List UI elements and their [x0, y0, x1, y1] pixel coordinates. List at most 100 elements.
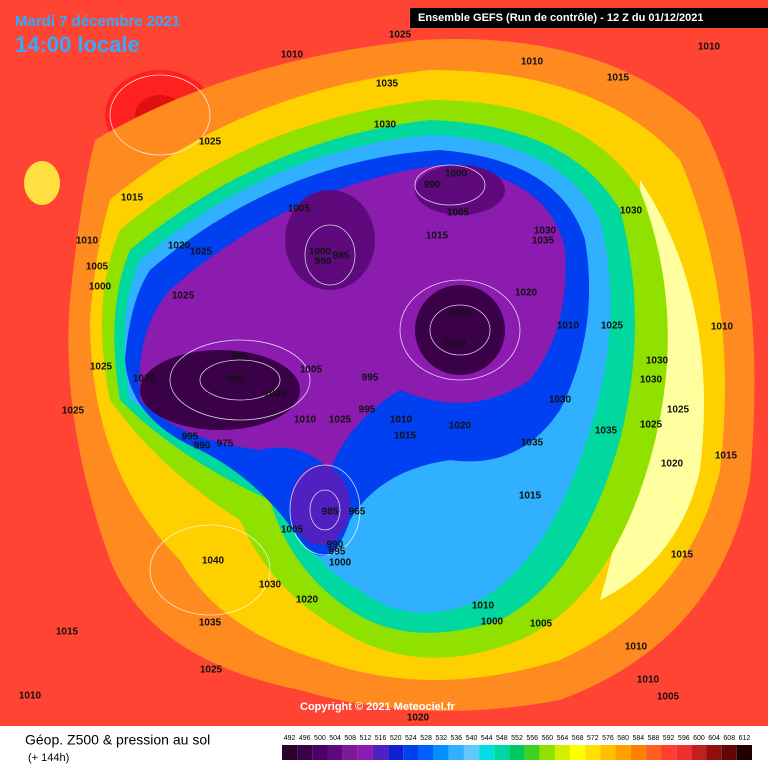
- isobar-label: 1000: [309, 247, 332, 258]
- isobar-label: 1020: [449, 421, 472, 432]
- isobar-label: 1000: [445, 169, 468, 180]
- isobar-label: 1010: [76, 236, 99, 247]
- isobar-label: 1030: [620, 206, 643, 217]
- scale-swatch: [630, 745, 646, 760]
- scale-swatch: [433, 745, 449, 760]
- isobar-label: 1010: [625, 642, 648, 653]
- isobar-label: 1010: [281, 50, 304, 61]
- isobar-label: 1010: [294, 415, 317, 426]
- scale-label: 504: [329, 735, 341, 742]
- scale-label: 584: [632, 735, 644, 742]
- copyright: Copyright © 2021 Meteociel.fr: [300, 701, 456, 713]
- isobar-label: 990: [194, 441, 211, 452]
- color-scale: 492 496 500 504 508 512 516 520 524 528 532 536 540 5…: [282, 735, 752, 760]
- scale-label: 572: [587, 735, 599, 742]
- scale-label: 568: [572, 735, 584, 742]
- isobar-label: 1015: [607, 73, 630, 84]
- scale-swatch: [297, 745, 313, 760]
- scale-swatch: [479, 745, 495, 760]
- isobar-label: 1025: [190, 247, 213, 258]
- scale-label: 604: [708, 735, 720, 742]
- isobar-label: 1015: [394, 431, 417, 442]
- scale-swatch: [539, 745, 555, 760]
- scale-label: 576: [602, 735, 614, 742]
- isobar-label: 1020: [407, 713, 430, 724]
- scale-swatch: [615, 745, 631, 760]
- scale-swatch: [418, 745, 434, 760]
- isobar-label: 1035: [532, 236, 555, 247]
- scale-label: 500: [314, 735, 326, 742]
- scale-swatch: [463, 745, 480, 760]
- isobar-label: 1035: [199, 618, 222, 629]
- scale-swatch: [676, 745, 692, 760]
- isobars: [109, 74, 521, 616]
- isobar-label: 1020: [661, 459, 684, 470]
- scale-swatch: [403, 745, 419, 760]
- scale-swatch: [570, 745, 586, 760]
- isobar-labels: 1025 1010 1035 1010 1015 1010 1030 1025 1015 1010…: [19, 30, 738, 724]
- isobar-label: 1015: [519, 491, 542, 502]
- scale-swatch: [448, 745, 464, 760]
- isobar-label: 1035: [376, 79, 399, 90]
- isobar-label: 1010: [390, 415, 413, 426]
- scale-label: 512: [360, 735, 372, 742]
- isobar-label: 1025: [172, 291, 195, 302]
- isobar-label: 965: [349, 507, 366, 518]
- isobar-label: 990: [424, 180, 441, 191]
- scale-swatch: [357, 745, 373, 760]
- isobar-label: 1025: [640, 420, 663, 431]
- isobar-label: 1005: [86, 262, 109, 273]
- isobar-label: 990: [327, 540, 344, 551]
- scale-swatch: [691, 745, 707, 760]
- isobar-label: 1005: [288, 204, 311, 215]
- isobar-label: 995: [329, 547, 346, 558]
- isobar-label: 1025: [329, 415, 352, 426]
- scale-swatch: [327, 745, 343, 760]
- isobar-label: 1025: [389, 30, 412, 41]
- scale-label: 528: [420, 735, 432, 742]
- scale-swatch: [342, 745, 358, 760]
- isobar-label: 1035: [595, 426, 618, 437]
- scale-swatch: [736, 745, 752, 760]
- isobar-label: 1030: [534, 226, 557, 237]
- scale-swatch: [524, 745, 540, 760]
- isobar-label: 985: [333, 251, 350, 262]
- scale-label: 548: [496, 735, 508, 742]
- scale-swatch: [661, 745, 677, 760]
- geopotential-fields: [24, 39, 755, 711]
- scale-label: 532: [435, 735, 447, 742]
- scale-label: 600: [693, 735, 705, 742]
- scale-swatch: [600, 745, 616, 760]
- scale-swatch: [494, 745, 510, 760]
- isobar-label: 1015: [56, 627, 79, 638]
- run-info: Ensemble GEFS (Run de contrôle) - 12 Z d…: [418, 12, 703, 24]
- isobar-label: 1015: [426, 231, 449, 242]
- scale-swatch: [645, 745, 662, 760]
- isobar-label: 1015: [671, 550, 694, 561]
- isobar-label: 1025: [199, 137, 222, 148]
- isobar-label: 975: [217, 439, 234, 450]
- isobar-label: 1000: [264, 389, 287, 400]
- scale-label: 516: [375, 735, 387, 742]
- scale-label: 524: [405, 735, 417, 742]
- scale-label: 552: [511, 735, 523, 742]
- isobar-label: 1020: [515, 288, 538, 299]
- isobar-label: 1025: [601, 321, 624, 332]
- scale-label: 536: [451, 735, 463, 742]
- isobar-label: 1020: [168, 241, 191, 252]
- isobar-label: 995: [359, 405, 376, 416]
- isobar-label: 1010: [472, 601, 495, 612]
- isobar-label: 1010: [557, 321, 580, 332]
- isobar-label: 1015: [121, 193, 144, 204]
- isobar-label: 1025: [62, 406, 85, 417]
- isobar-label: 1030: [549, 395, 572, 406]
- isobar-label: 1010: [19, 691, 42, 702]
- isobar-label: 1015: [715, 451, 738, 462]
- isobar-label: 1000: [444, 339, 467, 350]
- isobar-label: 1030: [259, 580, 282, 591]
- scale-label: 560: [541, 735, 553, 742]
- scale-label: 592: [663, 735, 675, 742]
- isobar-label: 1010: [711, 322, 734, 333]
- isobar-label: 1030: [640, 375, 663, 386]
